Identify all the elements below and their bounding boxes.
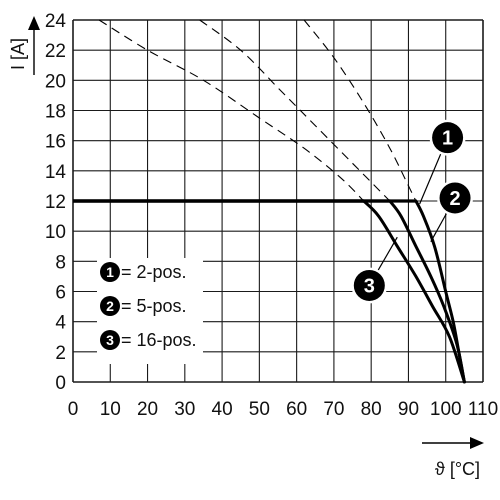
curve-3-dashed: [98, 19, 365, 202]
legend-entry-1: = 2-pos.: [121, 262, 187, 282]
y-tick-10: 10: [45, 222, 66, 243]
x-tick-10: 10: [100, 399, 121, 420]
x-tick-0: 0: [68, 399, 79, 420]
x-axis-arrow-head: [470, 437, 484, 449]
marker-3-label: 3: [364, 275, 375, 297]
curve-3-derating: [362, 199, 466, 384]
y-tick-20: 20: [45, 71, 66, 92]
y-tick-22: 22: [45, 41, 66, 62]
x-tick-20: 20: [137, 399, 158, 420]
curve-markers: 1 2 3: [351, 119, 474, 304]
y-tick-24: 24: [45, 11, 67, 32]
x-tick-80: 80: [361, 399, 382, 420]
legend-marker-2-label: 2: [106, 298, 114, 314]
x-tick-100: 100: [430, 399, 462, 420]
legend-entry-3: = 16-pos.: [121, 330, 197, 350]
grid: [72, 19, 484, 383]
solid-curves: [73, 199, 466, 384]
x-tick-40: 40: [212, 399, 233, 420]
x-tick-50: 50: [249, 399, 270, 420]
axis-titles: I [A] ϑ [°C]: [8, 16, 484, 479]
y-tick-4: 4: [55, 313, 66, 334]
dashed-curves: [98, 19, 417, 202]
marker-1-circle: [432, 122, 464, 154]
x-tick-90: 90: [398, 399, 419, 420]
y-tick-6: 6: [55, 283, 66, 304]
y-tick-12: 12: [45, 192, 66, 213]
legend-entry-2: = 5-pos.: [121, 296, 187, 316]
y-tick-18: 18: [45, 102, 66, 123]
x-tick-30: 30: [174, 399, 195, 420]
x-axis-label: ϑ [°C]: [435, 459, 480, 479]
legend-marker-1-label: 1: [106, 264, 114, 280]
y-tick-14: 14: [45, 162, 67, 183]
marker-1-label: 1: [442, 128, 453, 150]
y-tick-0: 0: [55, 373, 66, 394]
legend-marker-3-label: 3: [106, 332, 114, 348]
y-tick-8: 8: [55, 252, 66, 273]
legend-marker-3: [100, 330, 120, 350]
marker-3-circle: [353, 269, 385, 301]
marker-2-label: 2: [449, 188, 460, 210]
curve-1-dashed: [303, 19, 417, 202]
legend-marker-1: [100, 262, 120, 282]
x-tick-70: 70: [323, 399, 344, 420]
curve-2-derating: [388, 199, 466, 384]
curve-2-dashed: [199, 19, 391, 202]
y-axis-label: I [A]: [8, 38, 28, 70]
marker-2-circle: [439, 182, 471, 214]
legend-marker-2: [100, 296, 120, 316]
x-tick-60: 60: [286, 399, 307, 420]
y-tick-2: 2: [55, 343, 66, 364]
y-tick-16: 16: [45, 132, 66, 153]
legend: 1 = 2-pos. 2 = 5-pos. 3 = 16-pos.: [97, 258, 203, 364]
y-axis-arrow-head: [28, 16, 40, 30]
x-tick-110: 110: [468, 399, 498, 420]
